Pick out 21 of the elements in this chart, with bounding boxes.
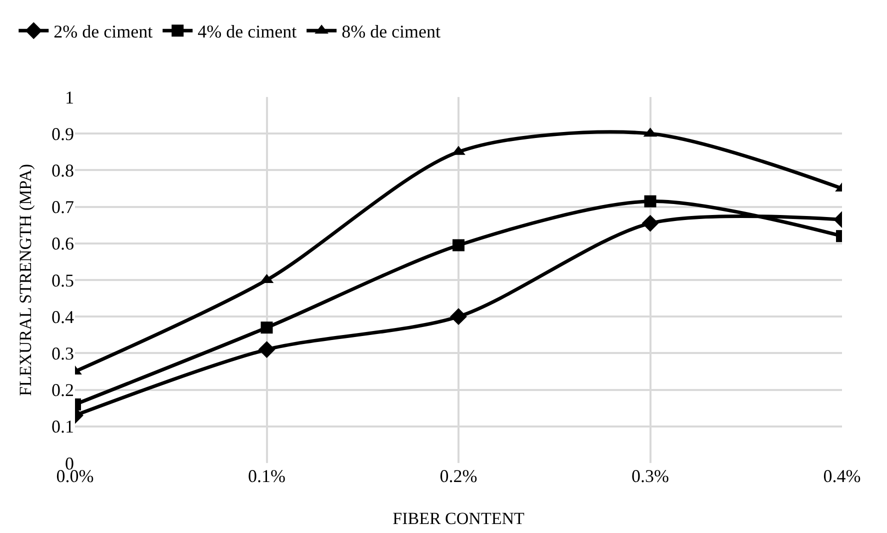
x-tick-label: 0.3% (632, 466, 669, 486)
y-tick-label: 0.3 (52, 344, 74, 364)
y-tick-label: 1 (65, 87, 74, 108)
x-axis-title: FIBER CONTENT (392, 509, 525, 528)
y-tick-label: 0.7 (52, 197, 74, 218)
x-tick-label: 0.4% (823, 466, 861, 486)
y-tick-label: 0.6 (52, 234, 74, 254)
legend-label: 2% de ciment (54, 22, 153, 42)
legend-label: 4% de ciment (198, 22, 297, 42)
x-tick-label: 0.1% (248, 466, 286, 486)
y-tick-label: 0.4 (52, 306, 74, 327)
y-tick-label: 0.1 (52, 416, 74, 437)
x-tick-label: 0.2% (440, 466, 478, 486)
legend-label: 8% de ciment (342, 22, 441, 42)
y-tick-label: 0.8 (52, 160, 74, 180)
point (452, 239, 464, 252)
y-tick-label: 0.5 (52, 270, 74, 290)
y-tick-label: 0.2 (52, 380, 74, 400)
y-tick-label: 0.9 (52, 124, 74, 144)
y-axis-title: FLEXURAL STRENGTH (MPA) (16, 164, 35, 396)
point (450, 308, 467, 326)
